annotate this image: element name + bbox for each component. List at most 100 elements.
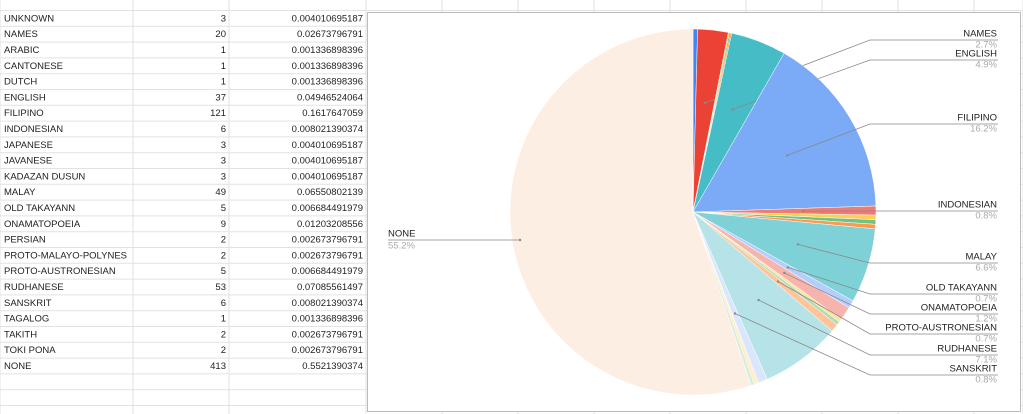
leader-line — [786, 123, 998, 156]
cell-fraction: 0.01203208556 — [297, 219, 363, 230]
cell-count: 2 — [221, 345, 226, 356]
leader-line — [787, 267, 998, 295]
slice-percent: 2.7% — [975, 40, 997, 51]
cell-count: 49 — [215, 187, 226, 198]
cell-fraction: 0.04946524064 — [297, 92, 363, 103]
cell-fraction: 0.008021390374 — [292, 124, 363, 135]
cell-name: TAGALOG — [4, 314, 49, 325]
cell-count: 1 — [221, 61, 226, 72]
cell-count: 1 — [221, 314, 226, 325]
slice-label: ONAMATOPOEIA — [921, 303, 998, 314]
cell-fraction: 0.5521390374 — [302, 361, 363, 372]
cell-name: UNKNOWN — [4, 13, 54, 24]
slice-label: INDONESIAN — [938, 200, 997, 211]
leader-dot — [731, 108, 734, 111]
cell-count: 413 — [210, 361, 226, 372]
slice-label: FILIPINO — [957, 113, 997, 124]
cell-name: KADAZAN DUSUN — [4, 171, 85, 182]
cell-name: OLD TAKAYANN — [4, 203, 75, 214]
cell-fraction: 0.002673796791 — [292, 250, 363, 261]
cell-count: 1 — [221, 45, 226, 56]
cell-name: CANTONESE — [4, 61, 63, 72]
slice-percent: 1.2% — [975, 314, 997, 325]
cell-fraction: 0.06550802139 — [297, 187, 363, 198]
cell-fraction: 0.004010695187 — [292, 13, 363, 24]
slice-percent: 0.7% — [975, 334, 997, 345]
cell-count: 3 — [221, 171, 226, 182]
cell-fraction: 0.004010695187 — [292, 140, 363, 151]
leader-line — [734, 313, 998, 376]
slice-label: NONE — [388, 229, 415, 240]
cell-fraction: 0.006684491979 — [292, 266, 363, 277]
cell-count: 37 — [215, 92, 226, 103]
cell-count: 1 — [221, 77, 226, 88]
cell-name: MALAY — [4, 187, 36, 198]
slice-percent: 0.8% — [975, 211, 997, 222]
cell-fraction: 0.006684491979 — [292, 203, 363, 214]
cell-count: 2 — [221, 250, 226, 261]
pie-slice — [509, 28, 752, 396]
cell-count: 6 — [221, 124, 226, 135]
cell-fraction: 0.001336898396 — [292, 61, 363, 72]
pie-slice — [692, 52, 877, 213]
cell-fraction: 0.002673796791 — [292, 329, 363, 340]
cell-fraction: 0.001336898396 — [292, 45, 363, 56]
leader-dot — [776, 280, 780, 283]
cell-fraction: 0.02673796791 — [297, 29, 363, 40]
cell-name: PROTO-MALAYO-POLYNES — [4, 250, 127, 261]
leader-dot — [518, 238, 522, 242]
slice-label: SANSKRIT — [949, 364, 997, 375]
slice-percent: 0.7% — [975, 294, 997, 305]
cell-name: DUTCH — [4, 77, 37, 88]
leader-dot — [796, 243, 800, 246]
cell-name: TAKITH — [4, 329, 37, 340]
slice-label: PROTO-AUSTRONESIAN — [885, 323, 997, 334]
cell-count: 3 — [221, 140, 226, 151]
slice-label: MALAY — [965, 252, 997, 263]
cell-name: NAMES — [4, 29, 38, 40]
slice-label: NAMES — [963, 29, 997, 40]
cell-count: 3 — [221, 156, 226, 167]
cell-name: INDONESIAN — [4, 124, 63, 135]
slice-percent: 4.9% — [975, 60, 997, 71]
leader-dot — [703, 101, 707, 105]
cell-name: ONAMATOPOEIA — [4, 219, 81, 230]
leader-dot — [757, 298, 760, 302]
cell-count: 2 — [221, 235, 226, 246]
cell-name: ARABIC — [4, 45, 40, 56]
leader-dot — [786, 266, 790, 269]
leader-line — [797, 244, 998, 264]
cell-name: JAVANESE — [4, 156, 52, 167]
cell-name: JAPANESE — [4, 140, 53, 151]
cell-fraction: 0.004010695187 — [292, 156, 363, 167]
cell-name: TOKI PONA — [4, 345, 56, 356]
cell-fraction: 0.002673796791 — [292, 345, 363, 356]
cell-name: FILIPINO — [4, 108, 44, 119]
cell-count: 3 — [221, 13, 226, 24]
cell-name: PROTO-AUSTRONESIAN — [4, 266, 116, 277]
leader-dot — [801, 209, 804, 213]
leader-line — [777, 281, 998, 335]
slice-percent: 6.6% — [975, 263, 997, 274]
slice-percent: 55.2% — [388, 241, 415, 252]
slice-percent: 16.2% — [970, 124, 997, 135]
leader-dot — [733, 312, 737, 315]
cell-fraction: 0.008021390374 — [292, 298, 363, 309]
leader-dot — [785, 154, 789, 157]
cell-fraction: 0.1617647059 — [302, 108, 363, 119]
cell-name: SANSKRIT — [4, 298, 52, 309]
slice-label: ENGLISH — [955, 49, 997, 60]
cell-fraction: 0.001336898396 — [292, 77, 363, 88]
cell-count: 2 — [221, 329, 226, 340]
leader-line — [784, 272, 998, 315]
cell-fraction: 0.001336898396 — [292, 314, 363, 325]
cell-name: PERSIAN — [4, 235, 46, 246]
leader-dot — [783, 271, 786, 275]
cell-count: 5 — [221, 203, 226, 214]
cell-fraction: 0.07085561497 — [297, 282, 363, 293]
cell-count: 53 — [215, 282, 226, 293]
leader-line — [758, 299, 998, 356]
cell-count: 9 — [221, 219, 226, 230]
cell-count: 121 — [210, 108, 226, 119]
